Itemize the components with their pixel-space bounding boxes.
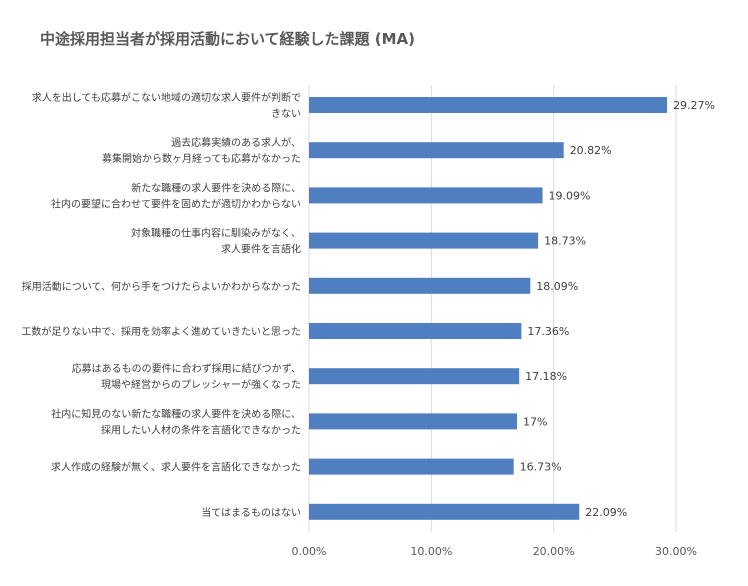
bar — [309, 278, 530, 294]
category-label-line: 過去応募実績のある求人が、 — [171, 136, 301, 149]
category-label: 当てはまるものはない — [201, 506, 301, 519]
bar — [309, 323, 521, 339]
category-label-line: 募集開始から数ヶ月経っても応募がなかった — [102, 152, 301, 165]
bar — [309, 459, 514, 475]
x-axis-ticks: 0.00% 10.00% 20.00% 30.00% — [292, 545, 697, 558]
category-label-line: 社内の要望に合わせて要件を固めたが適切かわからない — [51, 197, 301, 210]
x-tick-label: 20.00% — [533, 545, 575, 558]
data-label: 29.27% — [673, 99, 715, 112]
chart-title: 中途採用担当者が採用活動において経験した課題 (MA) — [40, 30, 415, 48]
bar — [309, 368, 519, 384]
bar — [309, 97, 667, 113]
category-label-line: 現場や経営からのプレッシャーが強くなった — [101, 378, 301, 391]
data-label: 20.82% — [570, 144, 612, 157]
category-label-line: 対象職種の仕事内容に馴染みがなく、 — [131, 227, 301, 240]
bar — [309, 413, 517, 429]
category-label-line: 求人を出しても応募がこない地域の適切な求人要件が判断で — [32, 91, 301, 104]
data-label: 17% — [523, 415, 547, 428]
category-label-line: 採用活動について、何から手をつけたらよいかわからなかった — [22, 280, 301, 293]
bar — [309, 187, 543, 203]
x-tick-label: 10.00% — [410, 545, 452, 558]
bar — [309, 233, 538, 249]
bar — [309, 504, 579, 520]
category-label: 社内に知見のない新たな職種の求人要件を決める際に、採用したい人材の条件を言語化で… — [51, 407, 301, 436]
category-label-line: 応募はあるものの要件に合わず採用に結びつかず、 — [72, 362, 301, 375]
data-label: 17.18% — [525, 370, 567, 383]
category-label-line: 社内に知見のない新たな職種の求人要件を決める際に、 — [51, 407, 301, 420]
category-label-line: 工数が足りない中で、採用を効率よく進めていきたいと思った — [21, 325, 301, 338]
category-label-line: 新たな職種の求人要件を決める際に、 — [131, 181, 301, 194]
category-labels: 求人を出しても応募がこない地域の適切な求人要件が判断できない過去応募実績のある求… — [21, 91, 301, 519]
category-label: 対象職種の仕事内容に馴染みがなく、求人要件を言語化 — [131, 227, 301, 256]
category-label: 新たな職種の求人要件を決める際に、社内の要望に合わせて要件を固めたが適切かわから… — [51, 181, 301, 210]
data-label: 19.09% — [549, 189, 591, 202]
category-label: 採用活動について、何から手をつけたらよいかわからなかった — [22, 280, 301, 293]
data-label: 17.36% — [527, 325, 569, 338]
data-label: 16.73% — [520, 461, 562, 474]
category-label-line: 求人要件を言語化 — [221, 243, 301, 256]
category-label-line: きない — [271, 108, 301, 120]
data-label: 22.09% — [585, 506, 627, 519]
category-label: 求人作成の経験が無く、求人要件を言語化できなかった — [51, 461, 301, 474]
category-label: 過去応募実績のある求人が、募集開始から数ヶ月経っても応募がなかった — [102, 136, 301, 165]
category-label-line: 当てはまるものはない — [201, 506, 301, 519]
category-label-line: 求人作成の経験が無く、求人要件を言語化できなかった — [51, 461, 301, 474]
category-label: 工数が足りない中で、採用を効率よく進めていきたいと思った — [21, 325, 301, 338]
bar — [309, 142, 564, 158]
x-tick-label: 0.00% — [292, 545, 327, 558]
category-label: 求人を出しても応募がこない地域の適切な求人要件が判断できない — [32, 91, 301, 120]
bars-group — [309, 97, 667, 520]
category-label: 応募はあるものの要件に合わず採用に結びつかず、現場や経営からのプレッシャーが強く… — [72, 362, 301, 391]
data-label: 18.09% — [536, 280, 578, 293]
category-label-line: 採用したい人材の条件を言語化できなかった — [101, 423, 301, 436]
x-tick-label: 30.00% — [655, 545, 697, 558]
data-labels: 29.27% 20.82% 19.09% 18.73% 18.09% 17.36% 17.1… — [520, 99, 715, 519]
data-label: 18.73% — [544, 235, 586, 248]
